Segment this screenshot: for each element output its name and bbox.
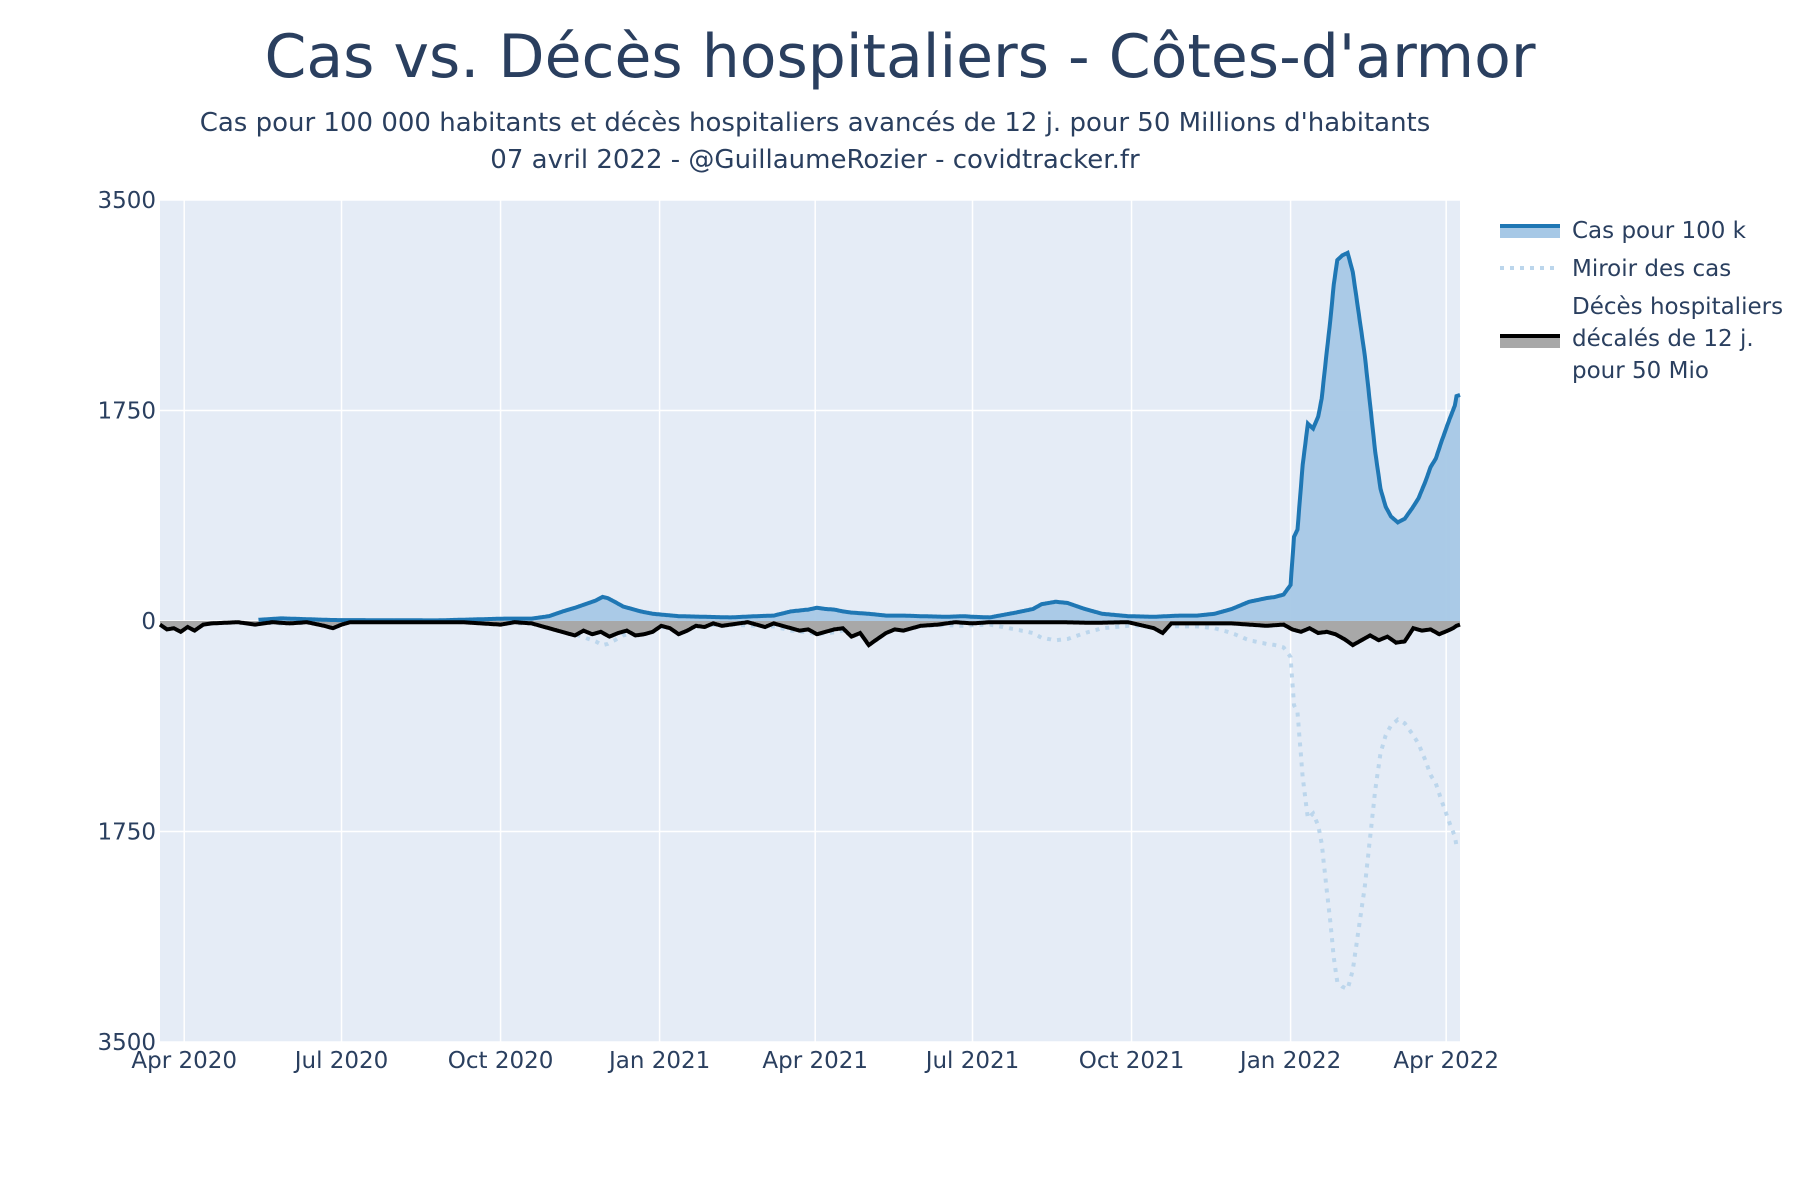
series-deaths-fill [160,621,1460,646]
x-tick-label-3: Jan 2021 [607,1048,710,1074]
series-cases-fill [258,252,1460,621]
x-axis: Apr 2020 Jul 2020 Oct 2020 Jan 2021 Apr 2021… [131,1048,1499,1074]
legend-label-deaths-3: pour 50 Mio [1572,358,1709,384]
x-tick-label-6: Oct 2021 [1079,1048,1185,1074]
x-tick-label-7: Jan 2022 [1238,1048,1341,1074]
legend-swatch-cases-fill [1500,226,1560,238]
x-tick-label-8: Apr 2022 [1393,1048,1499,1074]
chart-subtitle-line2: 07 avril 2022 - @GuillaumeRozier - covid… [490,145,1140,175]
legend: Cas pour 100 k Miroir des cas Décès hosp… [1500,218,1783,384]
legend-label-mirror: Miroir des cas [1572,256,1731,282]
series-layer [158,250,1461,992]
chart-subtitle-line1: Cas pour 100 000 habitants et décès hosp… [199,108,1431,138]
x-tick-label-0: Apr 2020 [131,1048,237,1074]
series-deaths-line [158,620,1461,648]
y-tick-label-4: 3500 [97,1030,156,1056]
legend-label-cases: Cas pour 100 k [1572,218,1747,244]
x-tick-label-5: Jul 2021 [924,1048,1020,1074]
x-tick-label-2: Oct 2020 [448,1048,554,1074]
y-axis: 3500 1750 0 1750 3500 [97,188,156,1056]
y-tick-label-2: 0 [141,609,156,635]
y-tick-label-3: 1750 [97,820,156,846]
x-tick-label-4: Apr 2021 [762,1048,868,1074]
y-tick-label-0: 3500 [97,188,156,214]
legend-label-deaths-2: décalés de 12 j. [1572,326,1754,352]
series-cases-line [258,250,1461,623]
chart-title: Cas vs. Décès hospitaliers - Côtes-d'arm… [264,22,1536,92]
y-tick-label-1: 1750 [97,399,156,425]
legend-swatch-deaths-fill [1500,336,1560,348]
x-tick-label-1: Jul 2020 [293,1048,389,1074]
legend-label-deaths-1: Décès hospitaliers [1572,294,1783,320]
